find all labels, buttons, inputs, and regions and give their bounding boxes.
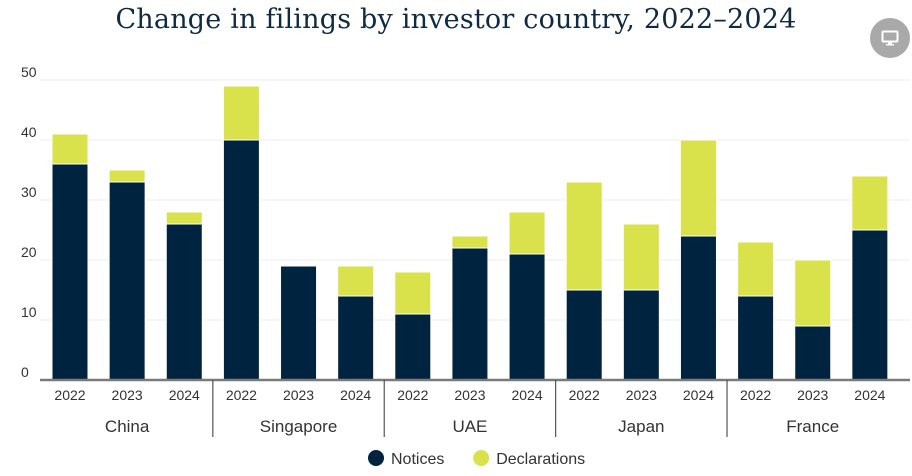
bar-notices-singapore-2024 xyxy=(337,295,375,381)
y-tick-label: 40 xyxy=(21,124,37,140)
bar-notices-singapore-2023 xyxy=(280,265,318,381)
bar-notices-japan-2023 xyxy=(622,289,660,381)
x-tick-label: 2022 xyxy=(54,387,85,403)
bar-declarations-china-2024 xyxy=(165,211,203,225)
bar-notices-uae-2022 xyxy=(394,313,432,381)
legend-label-declarations: Declarations xyxy=(496,451,585,468)
bar-notices-singapore-2022 xyxy=(222,139,260,381)
bar-declarations-japan-2022 xyxy=(565,181,603,291)
x-tick-label: 2023 xyxy=(626,387,657,403)
group-label: China xyxy=(105,417,150,436)
x-tick-label: 2023 xyxy=(112,387,143,403)
bar-notices-china-2022 xyxy=(51,163,89,381)
bar-notices-france-2022 xyxy=(737,295,775,381)
bar-declarations-singapore-2022 xyxy=(222,85,260,141)
legend-label-notices: Notices xyxy=(391,451,444,468)
x-tick-label: 2024 xyxy=(169,387,200,403)
x-tick-label: 2024 xyxy=(511,387,542,403)
chart-menu-button[interactable] xyxy=(870,18,910,58)
y-tick-label: 20 xyxy=(21,244,37,260)
bar-declarations-france-2024 xyxy=(851,175,889,231)
y-tick-label: 0 xyxy=(21,364,29,380)
group-label: Singapore xyxy=(260,417,338,436)
bar-declarations-uae-2023 xyxy=(451,235,489,249)
bar-declarations-singapore-2024 xyxy=(337,265,375,297)
bar-notices-china-2023 xyxy=(108,181,146,381)
group-label: Japan xyxy=(618,417,664,436)
x-tick-label: 2024 xyxy=(683,387,714,403)
bar-notices-japan-2022 xyxy=(565,289,603,381)
bar-notices-japan-2024 xyxy=(679,235,717,381)
x-tick-label: 2022 xyxy=(569,387,600,403)
bar-notices-uae-2024 xyxy=(508,253,546,381)
bar-notices-china-2024 xyxy=(165,223,203,381)
y-tick-label: 30 xyxy=(21,184,37,200)
x-tick-label: 2023 xyxy=(283,387,314,403)
x-tick-label: 2024 xyxy=(340,387,371,403)
group-label: France xyxy=(786,417,839,436)
monitor-icon xyxy=(881,30,899,46)
x-tick-label: 2022 xyxy=(397,387,428,403)
bar-declarations-china-2022 xyxy=(51,133,89,165)
chart-title: Change in filings by investor country, 2… xyxy=(115,4,797,35)
bar-declarations-uae-2024 xyxy=(508,211,546,255)
legend-marker-notices xyxy=(368,450,384,466)
y-tick-label: 10 xyxy=(21,304,37,320)
bar-notices-france-2023 xyxy=(794,325,832,381)
bar-declarations-france-2023 xyxy=(794,259,832,327)
x-tick-label: 2022 xyxy=(740,387,771,403)
x-tick-label: 2023 xyxy=(454,387,485,403)
bar-declarations-china-2023 xyxy=(108,169,146,183)
bar-declarations-japan-2023 xyxy=(622,223,660,291)
y-tick-label: 50 xyxy=(21,64,37,80)
bar-declarations-uae-2022 xyxy=(394,271,432,315)
legend-marker-declarations xyxy=(473,450,490,466)
bar-notices-france-2024 xyxy=(851,229,889,381)
bar-notices-uae-2023 xyxy=(451,247,489,381)
x-tick-label: 2022 xyxy=(226,387,257,403)
bar-declarations-japan-2024 xyxy=(679,139,717,237)
x-tick-label: 2023 xyxy=(797,387,828,403)
bar-declarations-france-2022 xyxy=(737,241,775,297)
x-tick-label: 2024 xyxy=(854,387,885,403)
group-label: UAE xyxy=(452,417,487,436)
